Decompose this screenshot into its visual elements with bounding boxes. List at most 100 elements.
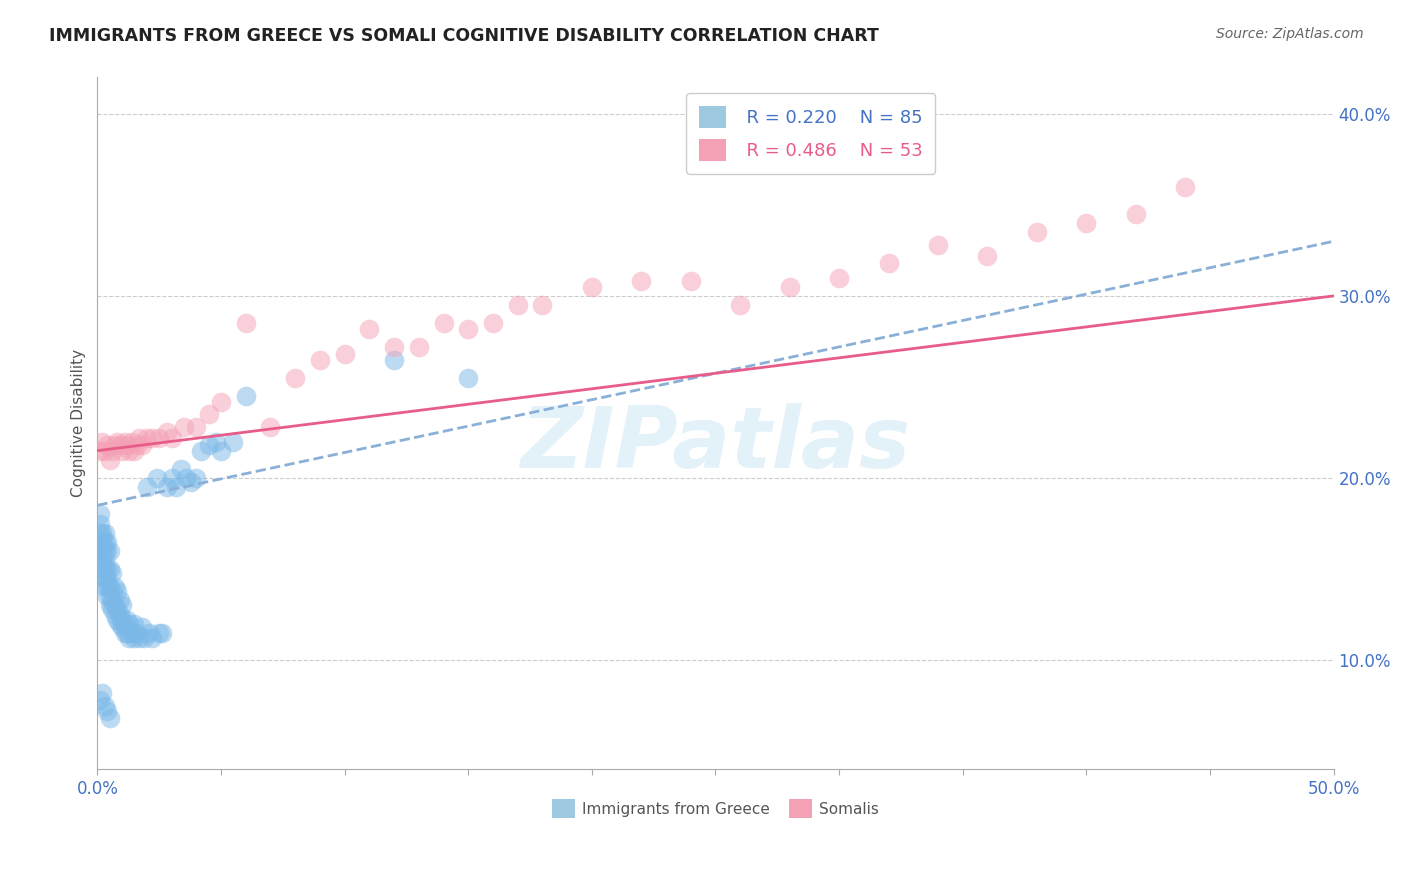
Point bbox=[105, 613, 128, 627]
Point bbox=[114, 434, 136, 449]
Point bbox=[125, 438, 148, 452]
Point bbox=[235, 389, 257, 403]
Point bbox=[927, 238, 949, 252]
Point bbox=[108, 616, 131, 631]
Point bbox=[128, 631, 150, 645]
Point bbox=[96, 590, 118, 604]
Point bbox=[160, 471, 183, 485]
Point bbox=[1174, 179, 1197, 194]
Point bbox=[176, 471, 198, 485]
Point bbox=[131, 438, 153, 452]
Point bbox=[111, 599, 134, 613]
Point bbox=[96, 534, 118, 549]
Point bbox=[141, 431, 163, 445]
Point bbox=[141, 631, 163, 645]
Point bbox=[581, 280, 603, 294]
Point bbox=[89, 516, 111, 531]
Point bbox=[333, 347, 356, 361]
Point bbox=[94, 571, 117, 585]
Text: ZIPatlas: ZIPatlas bbox=[520, 402, 911, 485]
Point bbox=[284, 371, 307, 385]
Point bbox=[115, 613, 138, 627]
Point bbox=[205, 434, 228, 449]
Point bbox=[98, 599, 121, 613]
Point bbox=[96, 571, 118, 585]
Point bbox=[309, 352, 332, 367]
Point bbox=[382, 340, 405, 354]
Point bbox=[135, 431, 157, 445]
Point bbox=[209, 394, 232, 409]
Point bbox=[104, 599, 127, 613]
Point bbox=[111, 620, 134, 634]
Point bbox=[114, 625, 136, 640]
Point bbox=[91, 534, 114, 549]
Point bbox=[91, 553, 114, 567]
Point bbox=[124, 443, 146, 458]
Point bbox=[115, 438, 138, 452]
Point bbox=[166, 480, 188, 494]
Text: IMMIGRANTS FROM GREECE VS SOMALI COGNITIVE DISABILITY CORRELATION CHART: IMMIGRANTS FROM GREECE VS SOMALI COGNITI… bbox=[49, 27, 879, 45]
Point bbox=[1026, 225, 1049, 239]
Text: Source: ZipAtlas.com: Source: ZipAtlas.com bbox=[1216, 27, 1364, 41]
Point bbox=[89, 508, 111, 522]
Point bbox=[108, 438, 131, 452]
Point bbox=[180, 475, 202, 489]
Point bbox=[98, 562, 121, 576]
Point bbox=[1076, 216, 1098, 230]
Point bbox=[94, 553, 117, 567]
Point bbox=[98, 580, 121, 594]
Point bbox=[209, 443, 232, 458]
Point bbox=[98, 544, 121, 558]
Point bbox=[114, 616, 136, 631]
Point bbox=[828, 270, 851, 285]
Point bbox=[91, 686, 114, 700]
Point bbox=[105, 602, 128, 616]
Point bbox=[976, 249, 998, 263]
Point bbox=[101, 443, 124, 458]
Point bbox=[259, 420, 281, 434]
Point bbox=[98, 590, 121, 604]
Point bbox=[131, 620, 153, 634]
Point bbox=[101, 583, 124, 598]
Point bbox=[148, 625, 170, 640]
Point bbox=[506, 298, 529, 312]
Point bbox=[432, 316, 454, 330]
Point bbox=[105, 583, 128, 598]
Point bbox=[94, 544, 117, 558]
Point bbox=[877, 256, 900, 270]
Point bbox=[104, 607, 127, 622]
Point bbox=[121, 625, 143, 640]
Point bbox=[155, 425, 177, 440]
Point bbox=[145, 471, 167, 485]
Point bbox=[89, 534, 111, 549]
Point bbox=[94, 443, 117, 458]
Point bbox=[679, 274, 702, 288]
Point bbox=[630, 274, 652, 288]
Point bbox=[170, 462, 193, 476]
Point bbox=[186, 420, 208, 434]
Point bbox=[91, 434, 114, 449]
Point bbox=[98, 711, 121, 725]
Point bbox=[96, 562, 118, 576]
Point bbox=[108, 593, 131, 607]
Point bbox=[186, 471, 208, 485]
Point bbox=[128, 431, 150, 445]
Point bbox=[96, 704, 118, 718]
Point bbox=[89, 443, 111, 458]
Point bbox=[359, 321, 381, 335]
Point bbox=[94, 562, 117, 576]
Point bbox=[135, 480, 157, 494]
Point bbox=[457, 321, 479, 335]
Point bbox=[94, 525, 117, 540]
Point bbox=[138, 625, 160, 640]
Point bbox=[124, 631, 146, 645]
Point bbox=[104, 438, 127, 452]
Point bbox=[94, 580, 117, 594]
Point bbox=[728, 298, 751, 312]
Point bbox=[173, 420, 195, 434]
Point bbox=[111, 443, 134, 458]
Point bbox=[160, 431, 183, 445]
Point bbox=[115, 625, 138, 640]
Point bbox=[197, 407, 219, 421]
Point bbox=[89, 553, 111, 567]
